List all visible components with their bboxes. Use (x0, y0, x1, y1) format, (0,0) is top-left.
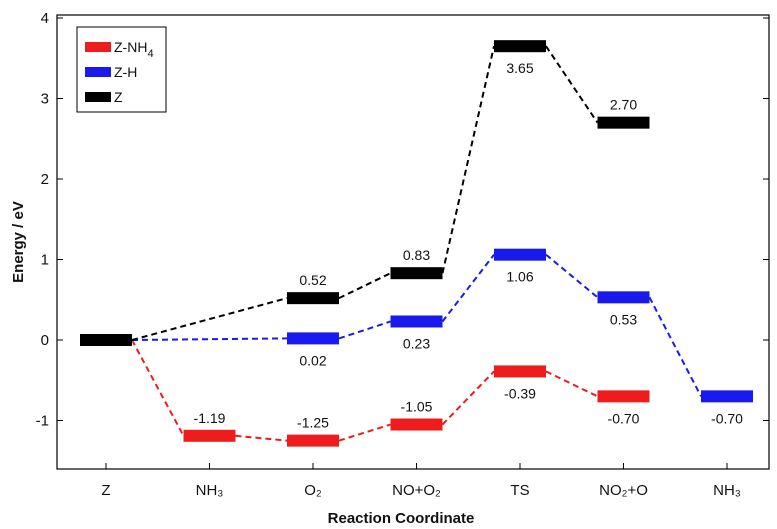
connector-line (441, 370, 495, 426)
value-label: -1.05 (401, 399, 433, 415)
value-label: 0.83 (403, 247, 430, 263)
energy-level (494, 248, 546, 261)
value-label: 1.06 (506, 269, 533, 285)
energy-level (597, 116, 650, 129)
energy-level (183, 429, 236, 442)
plot-frame (56, 14, 770, 470)
energy-level (287, 332, 339, 345)
connector-line (441, 254, 495, 323)
connector-line (131, 337, 288, 341)
x-tick-label: NO+O₂ (392, 482, 441, 499)
value-label: -1.19 (194, 410, 226, 426)
value-label: 0.23 (403, 335, 430, 351)
energy-level (390, 267, 443, 280)
legend-swatch (85, 67, 111, 77)
y-tick-label: -1 (36, 413, 49, 430)
x-tick-label: TS (510, 482, 529, 499)
value-label: 0.02 (299, 352, 326, 368)
y-tick-label: 1 (41, 252, 49, 269)
x-tick-label: Z (101, 482, 110, 499)
legend-swatch (85, 42, 111, 52)
connector-line (545, 370, 598, 398)
legend-label: Z-NH4 (114, 39, 154, 60)
connector-line (338, 320, 391, 340)
energy-level (287, 292, 339, 305)
energy-level (494, 40, 546, 53)
energy-level (80, 334, 132, 346)
value-label: 2.70 (610, 97, 637, 113)
legend: Z-NH4 Z-H Z (76, 26, 167, 113)
energy-level (390, 315, 443, 328)
energy-level (597, 390, 650, 403)
connector-line (648, 296, 702, 397)
y-axis-title: Energy / eV (10, 201, 27, 283)
energy-level (390, 418, 443, 431)
energy-level (287, 434, 339, 447)
connector-line (131, 339, 185, 437)
value-label: 0.53 (610, 311, 637, 327)
connector-line (545, 253, 599, 299)
connector-line (131, 297, 288, 341)
x-tick-label: NH₃ (196, 482, 224, 499)
value-label: -0.39 (504, 385, 536, 401)
value-label: -0.70 (608, 410, 640, 426)
y-tick-label: 2 (41, 171, 49, 188)
legend-label: Z-H (114, 64, 137, 80)
value-label: 0.52 (299, 272, 326, 288)
energy-level (494, 365, 546, 378)
x-tick-label: NH₃ (713, 482, 741, 499)
legend-label: Z (114, 89, 123, 105)
x-tick-label: NO₂+O (599, 482, 648, 499)
y-tick-label: 3 (41, 91, 49, 108)
connector-line (338, 272, 391, 300)
connector-line (338, 423, 391, 442)
energy-level (701, 390, 753, 403)
connector-line (545, 45, 599, 124)
value-label: -1.25 (297, 415, 329, 431)
energy-level (597, 291, 650, 304)
connector-line (441, 45, 495, 274)
y-tick-label: 4 (41, 10, 49, 27)
x-tick-label: O₂ (304, 482, 322, 499)
x-axis-title: Reaction Coordinate (328, 510, 475, 527)
connector-line (235, 434, 288, 442)
value-label: -0.70 (711, 410, 743, 426)
value-label: 3.65 (506, 60, 533, 76)
y-tick-label: 0 (41, 332, 49, 349)
legend-swatch (85, 92, 111, 102)
